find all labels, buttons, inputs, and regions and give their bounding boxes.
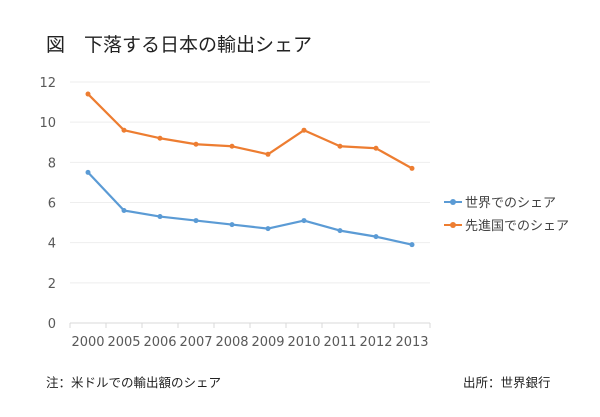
legend-label-developed: 先進国でのシェア	[465, 219, 570, 234]
y-tick-label: 8	[48, 156, 56, 171]
data-point	[373, 234, 379, 240]
data-point	[193, 218, 199, 224]
x-tick-label: 2005	[107, 335, 140, 350]
chart-title: 図 下落する日本の輸出シェア	[46, 34, 313, 56]
y-tick-label: 10	[39, 116, 56, 131]
data-point	[193, 141, 199, 147]
x-tick-label: 2006	[143, 335, 176, 350]
y-tick-label: 4	[48, 237, 56, 252]
y-tick-label: 2	[48, 277, 56, 292]
series-line-0	[87, 171, 413, 246]
data-point	[229, 143, 235, 149]
series-line-1	[87, 93, 413, 170]
data-point	[301, 127, 307, 133]
data-point	[121, 127, 127, 133]
y-tick-label: 6	[48, 197, 56, 212]
x-tick-label: 2010	[287, 335, 320, 350]
data-point	[121, 208, 127, 214]
x-tick-label: 2008	[215, 335, 248, 350]
x-tick-label: 2009	[251, 335, 284, 350]
data-point	[157, 135, 163, 141]
data-point	[265, 151, 271, 157]
x-tick-label: 2013	[395, 335, 428, 350]
data-point	[337, 228, 343, 234]
x-tick-label: 2007	[179, 335, 212, 350]
data-point	[229, 222, 235, 228]
legend-swatch-developed	[444, 221, 462, 228]
footnote: 注：米ドルでの輸出額のシェア	[46, 375, 222, 390]
data-point	[409, 165, 415, 171]
data-point	[409, 242, 415, 248]
x-tick-label: 2011	[323, 335, 356, 350]
y-tick-label: 12	[39, 76, 56, 91]
legend-item-world: 世界でのシェア	[444, 192, 556, 211]
data-point	[337, 143, 343, 149]
data-point	[157, 214, 163, 220]
data-point	[301, 218, 307, 224]
data-point	[373, 145, 379, 151]
data-point	[85, 169, 91, 175]
source-note: 出所：世界銀行	[463, 375, 551, 390]
x-tick-label: 2012	[359, 335, 392, 350]
legend-swatch-world	[444, 198, 462, 205]
data-point	[85, 91, 91, 97]
data-point	[265, 226, 271, 232]
y-tick-label: 0	[48, 317, 56, 332]
legend-label-world: 世界でのシェア	[465, 196, 557, 211]
x-tick-label: 2000	[71, 335, 104, 350]
legend-item-developed: 先進国でのシェア	[444, 215, 569, 234]
